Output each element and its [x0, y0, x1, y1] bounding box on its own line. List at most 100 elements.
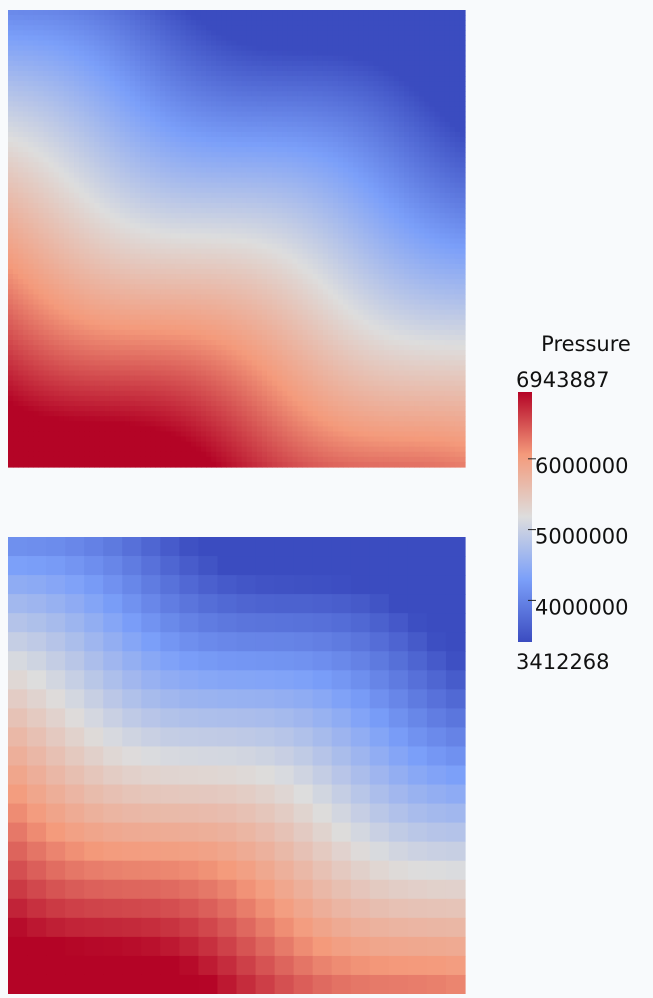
field-cell — [343, 50, 349, 57]
field-cell — [155, 101, 161, 108]
field-cell — [236, 218, 243, 224]
field-cell — [150, 182, 156, 189]
field-cell — [459, 197, 466, 204]
field-cell — [53, 248, 60, 255]
field-cell — [272, 167, 278, 174]
field-cell — [38, 25, 45, 31]
field-cell — [434, 116, 441, 123]
field-cell — [68, 10, 75, 16]
field-cell — [119, 248, 126, 255]
field-cell — [241, 258, 248, 265]
field-cell — [119, 45, 126, 52]
field-cell — [317, 86, 324, 92]
field-cell — [18, 106, 24, 113]
field-cell — [414, 208, 420, 214]
field-cell — [13, 25, 19, 31]
field-cell — [393, 70, 400, 77]
field-cell — [409, 15, 415, 21]
field-cell — [79, 81, 85, 87]
field-cell — [13, 284, 19, 290]
field-cell — [150, 121, 156, 128]
field-cell — [28, 81, 34, 87]
field-cell — [180, 162, 187, 169]
field-cell — [393, 162, 400, 169]
field-cell — [185, 30, 192, 36]
field-cell — [409, 162, 415, 169]
field-cell — [358, 15, 365, 21]
field-cell — [165, 65, 172, 72]
field-cell — [114, 101, 121, 108]
field-cell — [79, 106, 85, 113]
field-cell — [231, 40, 238, 47]
field-cell — [150, 136, 156, 143]
field-cell — [317, 101, 324, 108]
field-cell — [358, 45, 365, 52]
field-cell — [195, 65, 202, 72]
field-cell — [266, 111, 273, 118]
field-cell — [84, 263, 90, 270]
field-cell — [353, 274, 359, 280]
field-cell — [13, 116, 19, 123]
field-cell — [84, 96, 90, 102]
field-cell — [246, 218, 253, 224]
field-cell — [393, 167, 400, 174]
field-cell — [272, 284, 278, 290]
field-cell — [63, 177, 70, 184]
field-cell — [444, 248, 451, 255]
field-cell — [8, 70, 14, 77]
field-cell — [124, 60, 131, 67]
field-cell — [170, 131, 177, 138]
field-cell — [444, 96, 451, 102]
field-cell — [89, 81, 95, 87]
field-cell — [307, 192, 314, 199]
field-cell — [43, 106, 50, 113]
field-cell — [150, 284, 156, 290]
field-cell — [322, 223, 329, 229]
field-cell — [206, 223, 212, 229]
field-cell — [150, 15, 156, 21]
field-cell — [424, 101, 431, 108]
field-cell — [200, 55, 207, 62]
field-cell — [150, 30, 156, 36]
field-cell — [165, 197, 172, 204]
field-cell — [13, 60, 19, 67]
field-cell — [216, 76, 222, 82]
field-cell — [94, 253, 100, 260]
field-cell — [18, 20, 24, 26]
field-cell — [79, 126, 85, 133]
field-cell — [119, 142, 126, 148]
field-cell — [419, 258, 425, 265]
field-cell — [28, 268, 34, 275]
field-cell — [353, 10, 359, 16]
field-cell — [282, 30, 288, 36]
field-cell — [292, 91, 299, 97]
field-cell — [266, 60, 273, 67]
field-cell — [378, 197, 385, 204]
field-cell — [109, 238, 116, 245]
field-cell — [307, 15, 314, 21]
field-cell — [89, 131, 95, 138]
field-cell — [68, 172, 75, 179]
field-cell — [388, 142, 395, 148]
field-cell — [211, 253, 217, 260]
field-cell — [434, 238, 441, 245]
field-cell — [236, 248, 243, 255]
field-cell — [439, 248, 446, 255]
field-cell — [150, 40, 156, 47]
field-cell — [58, 279, 65, 285]
field-cell — [373, 182, 380, 189]
field-cell — [43, 65, 50, 72]
field-cell — [383, 233, 390, 240]
field-cell — [454, 162, 461, 169]
field-cell — [140, 233, 146, 240]
field-cell — [439, 131, 446, 138]
field-cell — [109, 208, 116, 214]
field-cell — [378, 202, 385, 209]
field-cell — [23, 208, 29, 214]
field-cell — [454, 274, 461, 280]
field-cell — [33, 162, 40, 169]
field-cell — [99, 40, 106, 47]
field-cell — [327, 213, 334, 219]
field-cell — [236, 192, 243, 199]
field-cell — [241, 208, 248, 214]
